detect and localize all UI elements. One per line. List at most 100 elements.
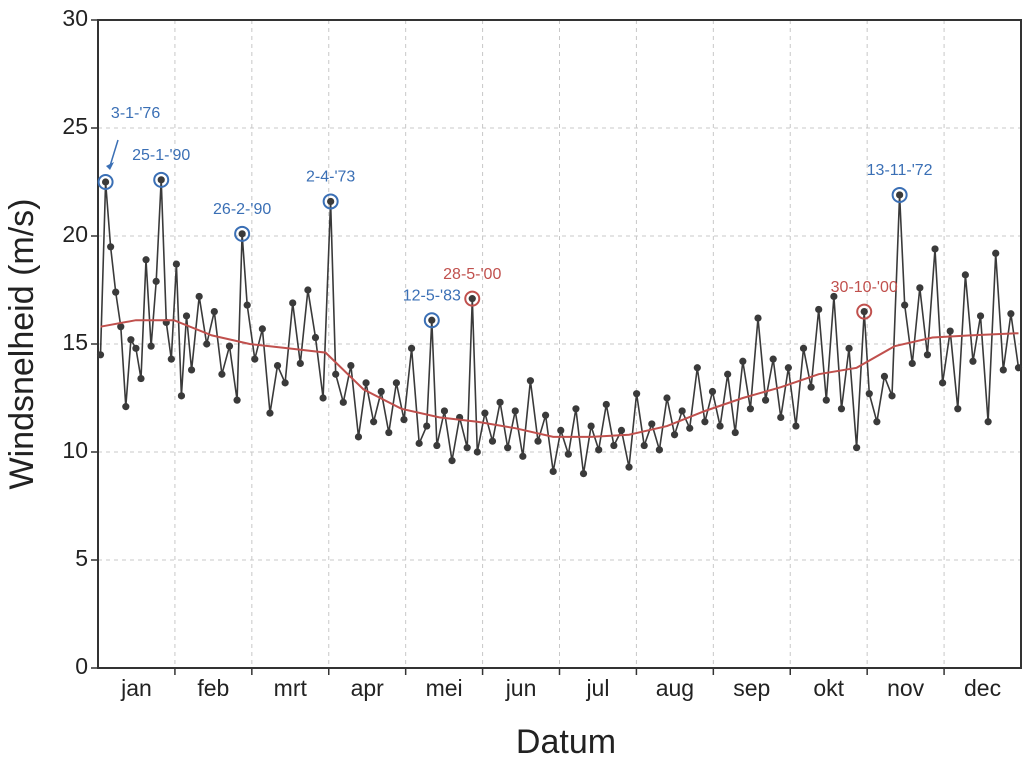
data-point — [481, 409, 489, 417]
data-point — [147, 342, 155, 350]
data-point — [362, 379, 370, 387]
data-point — [392, 379, 400, 387]
annotation-ring — [856, 303, 873, 320]
data-point — [1007, 310, 1015, 318]
data-point — [888, 392, 896, 400]
data-point — [182, 312, 191, 320]
data-point — [853, 444, 861, 452]
plot-frame — [97, 19, 1022, 669]
data-point — [572, 405, 580, 413]
data-point — [976, 312, 985, 320]
data-point — [251, 355, 259, 363]
x-tick-label: jul — [585, 675, 609, 701]
annotation-label: 28-5-'00 — [443, 266, 501, 283]
data-point — [107, 243, 115, 251]
data-point — [152, 277, 160, 285]
x-tick-label: jan — [120, 675, 152, 701]
data-point — [347, 362, 355, 370]
data-point — [327, 197, 335, 206]
annotation-arrow — [109, 139, 119, 167]
data-point — [400, 416, 408, 424]
data-point — [473, 448, 481, 456]
data-point — [761, 396, 770, 404]
data-point — [167, 355, 175, 363]
data-point — [233, 396, 241, 404]
y-tick-label: 0 — [75, 653, 88, 679]
data-point — [969, 357, 977, 365]
data-point — [865, 390, 873, 398]
data-point — [961, 271, 969, 279]
y-tick-label: 10 — [62, 437, 88, 463]
data-point — [777, 413, 785, 422]
data-point — [739, 357, 747, 365]
x-tick-label: apr — [351, 675, 385, 701]
data-point — [617, 426, 626, 434]
data-point — [873, 418, 881, 426]
data-point — [407, 344, 416, 352]
data-point — [172, 260, 180, 268]
data-point — [332, 370, 340, 378]
data-point — [860, 308, 868, 316]
data-point — [992, 249, 1000, 257]
annotation-ring — [97, 174, 114, 190]
x-tick-label: sep — [733, 675, 770, 701]
data-point — [923, 351, 932, 359]
annotation-label: 13-11-'72 — [867, 162, 933, 179]
annotation-label: 25-1-'90 — [132, 147, 190, 164]
annotation-label: 2-4-'73 — [306, 169, 355, 186]
data-point — [845, 344, 853, 352]
data-point — [273, 362, 282, 370]
data-point — [908, 359, 916, 368]
data-point — [187, 366, 196, 374]
data-point — [822, 396, 830, 404]
data-point — [132, 344, 140, 352]
data-point — [610, 441, 618, 450]
annotation-arrowhead — [106, 162, 114, 170]
data-point — [238, 230, 246, 238]
data-point — [541, 411, 550, 419]
data-point — [339, 398, 347, 406]
x-tick-label: okt — [813, 675, 844, 701]
data-point — [157, 176, 165, 184]
annotation-label: 30-10-'00 — [831, 279, 898, 296]
data-point — [177, 392, 186, 400]
x-axis-label: Datum — [516, 723, 616, 761]
data-point — [587, 422, 595, 430]
data-point — [799, 344, 808, 352]
data-point — [837, 405, 846, 413]
annotation-label: 26-2-'90 — [213, 201, 271, 218]
data-point — [663, 394, 671, 402]
data-point — [931, 245, 939, 253]
data-point — [96, 351, 105, 359]
data-point — [670, 431, 679, 439]
data-point — [440, 407, 449, 415]
data-point — [708, 387, 717, 396]
data-point — [448, 457, 456, 465]
data-point — [815, 305, 823, 314]
y-axis-label: Windsnelheid (m/s) — [3, 199, 41, 490]
data-point — [526, 377, 535, 385]
data-point — [304, 286, 312, 294]
data-point — [225, 342, 234, 350]
data-point — [289, 299, 297, 307]
data-point — [423, 422, 431, 430]
data-point — [625, 463, 633, 471]
data-point — [549, 467, 557, 476]
annotation-label: 3-1-'76 — [111, 105, 160, 122]
data-point — [511, 407, 519, 415]
x-tick-label: jun — [505, 675, 537, 701]
data-point — [433, 441, 441, 450]
data-point — [354, 433, 363, 441]
data-point — [648, 420, 656, 428]
x-tick-label: mrt — [274, 675, 308, 701]
data-point — [519, 452, 527, 460]
annotation-label: 12-5-'83 — [403, 287, 461, 304]
x-tick-label: feb — [197, 675, 229, 701]
data-point — [678, 407, 686, 415]
y-tick-label: 15 — [62, 329, 88, 355]
data-point — [142, 256, 150, 264]
data-point — [999, 366, 1007, 374]
data-point — [468, 295, 476, 303]
